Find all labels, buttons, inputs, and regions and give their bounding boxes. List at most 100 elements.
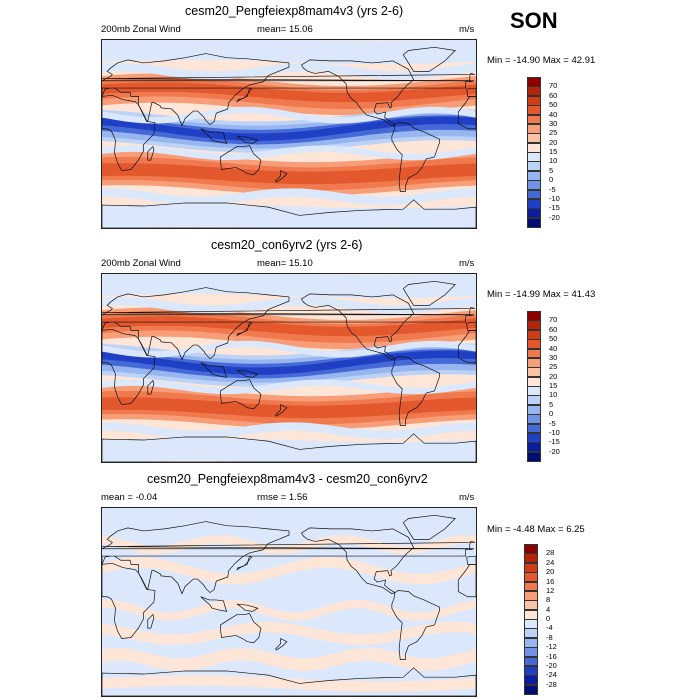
map-field-svg <box>102 508 476 696</box>
coastline <box>300 527 415 595</box>
coastline <box>236 321 253 337</box>
coastline <box>220 379 262 410</box>
colorbar-tick-label: 0 <box>546 614 551 623</box>
colorbar-tick-label: 60 <box>549 90 558 100</box>
colorbar-tick-label: -10 <box>549 193 560 203</box>
colorbar-tick-label: -24 <box>546 670 557 680</box>
colorbar-tick-label: 40 <box>549 343 558 353</box>
colorbar-tick-label: 0 <box>549 409 554 419</box>
sh-high-lat-band <box>102 422 476 440</box>
colorbar-swatch <box>524 684 538 695</box>
coastline <box>274 169 288 183</box>
colorbar-tick-label: -12 <box>546 642 557 652</box>
panel2-mean-label: mean= 15.10 <box>257 258 313 269</box>
coastline <box>200 128 228 144</box>
coastline <box>147 145 155 161</box>
coastline <box>102 521 471 595</box>
coastline <box>391 122 440 192</box>
colorbar-tick-label: 20 <box>546 567 555 577</box>
coastline <box>200 362 228 378</box>
coastline <box>274 637 288 651</box>
season-label: SON <box>510 8 558 33</box>
colorbar-tick-label: 28 <box>546 548 555 558</box>
colorbar-tick-label: -8 <box>546 632 553 642</box>
colorbar-swatch <box>527 217 541 228</box>
colorbar-tick-label: 0 <box>549 175 554 185</box>
sh-jet-core <box>102 397 476 419</box>
diff-band-2 <box>102 599 476 621</box>
nh-subtropical-band <box>102 106 476 124</box>
nh-jet-core <box>102 82 476 103</box>
panel2-map <box>101 273 477 463</box>
panel1-left-label: 200mb Zonal Wind <box>101 24 181 35</box>
colorbar-tick-label: 10 <box>549 156 558 166</box>
colorbar-tick-label: -16 <box>546 651 557 661</box>
coastline <box>466 555 476 565</box>
panel1-mean-label: mean= 15.06 <box>257 24 313 35</box>
coastline <box>102 541 476 551</box>
coastline <box>102 94 156 171</box>
colorbar-tick-label: -10 <box>549 427 560 437</box>
panel1-minmax: Min = -14.90 Max = 42.91 <box>487 55 596 66</box>
arctic-band <box>102 40 476 65</box>
coastline <box>220 145 262 176</box>
colorbar-tick-label: 50 <box>549 100 558 110</box>
coastline <box>300 293 415 361</box>
coastline <box>402 46 456 72</box>
colorbar-tick-label: 70 <box>549 315 558 325</box>
panel2-title: cesm20_con6yrv2 (yrs 2-6) <box>211 238 363 252</box>
colorbar-swatch <box>527 451 541 462</box>
colorbar-tick-label: 15 <box>549 147 558 156</box>
colorbar-tick-label: 50 <box>549 334 558 344</box>
colorbar-tick-label: 8 <box>546 595 551 605</box>
panel3-minmax: Min = -4.48 Max = 6.25 <box>487 524 585 535</box>
coastline <box>236 369 259 378</box>
colorbar-tick-label: -15 <box>549 203 560 213</box>
coastline <box>236 135 259 144</box>
colorbar-tick-label: 16 <box>546 576 555 586</box>
coastline <box>102 433 476 462</box>
coastline <box>102 667 476 696</box>
panel2-units: m/s <box>459 258 475 269</box>
coastline <box>102 199 476 228</box>
sh-jet-core <box>102 163 476 185</box>
tropics-core <box>102 116 476 141</box>
colorbar-tick-label: 25 <box>549 128 558 138</box>
nh-subtropical-band <box>102 340 476 358</box>
colorbar-tick-label: 10 <box>549 390 558 400</box>
colorbar-tick-label: 12 <box>546 585 555 595</box>
panel1-title: cesm20_Pengfeiexp8mam4v3 (yrs 2-6) <box>185 4 404 18</box>
colorbar-tick-label: -20 <box>546 660 557 670</box>
coastline <box>102 73 476 83</box>
colorbar-tick-label: 5 <box>549 165 554 175</box>
coastline <box>300 59 415 127</box>
sh-high-lat-band <box>102 188 476 206</box>
coastline <box>220 613 262 644</box>
colorbar-tick-label: -28 <box>546 679 557 689</box>
colorbar-tick-label: 15 <box>549 381 558 390</box>
diff-band-6 <box>102 675 476 692</box>
colorbar-tick-label: 24 <box>546 557 555 567</box>
colorbar-tick-label: -20 <box>549 446 560 456</box>
colorbar-tick-label: -5 <box>549 418 556 428</box>
panel1-map <box>101 39 477 229</box>
colorbar-tick-label: 30 <box>549 352 558 362</box>
colorbar-tick-label: 40 <box>549 109 558 119</box>
panel2-left-label: 200mb Zonal Wind <box>101 258 181 269</box>
colorbar-tick-label: 30 <box>549 118 558 128</box>
coastline <box>466 87 476 97</box>
colorbar-tick-label: 20 <box>549 137 558 147</box>
colorbar-tick-label: -15 <box>549 437 560 447</box>
map-field-svg <box>102 274 476 462</box>
colorbar-tick-label: 4 <box>546 604 551 614</box>
colorbar-tick-label: 25 <box>549 362 558 372</box>
coastline <box>102 287 471 361</box>
coastline <box>236 603 259 612</box>
diff-band-3 <box>102 621 476 645</box>
coastline <box>102 53 471 127</box>
panel2-colorbar: 70 60 50 40 30 25 20 15 10 5 0 -5 -10 -15 -20 <box>527 311 587 462</box>
colorbar-tick-label: 20 <box>549 371 558 381</box>
panel1-colorbar: 70 60 50 40 30 25 20 15 10 5 0 -5 -10 -15 -20 <box>527 77 587 228</box>
coastline <box>147 613 155 629</box>
coastline <box>391 590 440 660</box>
